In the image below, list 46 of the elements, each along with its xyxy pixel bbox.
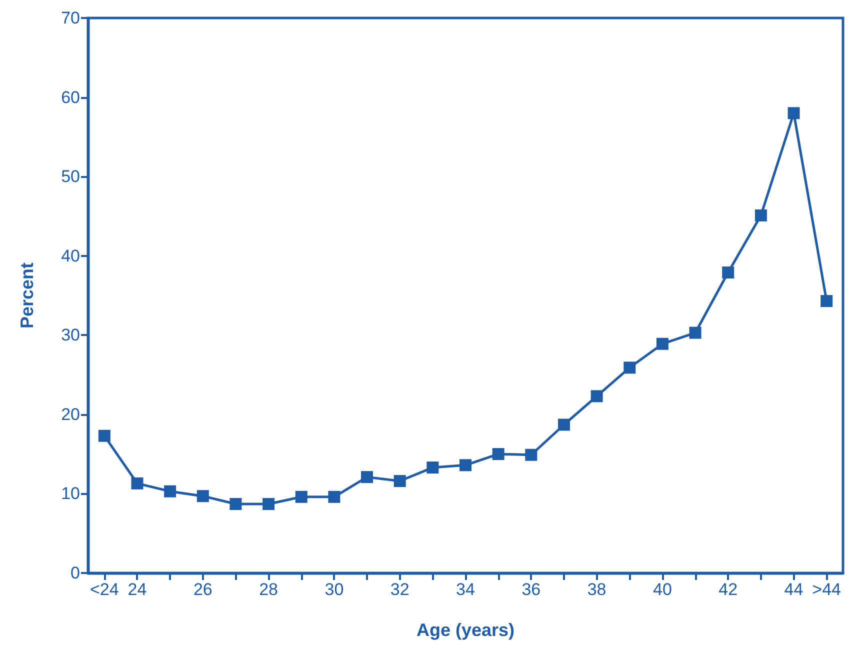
y-tick-label: 60 — [61, 88, 80, 107]
point — [656, 338, 668, 350]
point — [460, 459, 472, 472]
point — [295, 490, 308, 503]
point — [820, 295, 833, 308]
point — [230, 498, 242, 510]
y-tick-label: 70 — [61, 8, 80, 28]
y-tick-label: 0 — [70, 564, 80, 582]
x-tick-label: 30 — [324, 580, 344, 599]
x-tick-label: 26 — [193, 580, 212, 599]
point — [689, 326, 702, 339]
point — [131, 477, 144, 490]
x-tick-label: 36 — [522, 580, 541, 599]
point — [98, 430, 110, 442]
x-tick-label: 42 — [718, 580, 738, 599]
y-tick-label: 10 — [61, 484, 80, 504]
point — [196, 490, 209, 502]
point — [558, 418, 570, 431]
x-tick-label: 40 — [652, 580, 672, 599]
point — [361, 471, 374, 484]
point — [788, 107, 800, 120]
x-tick-label: 34 — [456, 580, 475, 599]
point — [525, 448, 538, 461]
y-tick-label: 20 — [61, 404, 80, 424]
x-tick-label: <24 — [90, 580, 119, 599]
point — [590, 390, 603, 402]
x-tick-label: 44 — [784, 580, 804, 599]
y-tick-label: 50 — [61, 167, 80, 186]
x-tick-label: 28 — [259, 580, 278, 599]
y-tick-label: 30 — [61, 326, 80, 345]
x-tick-label: 38 — [587, 580, 606, 599]
y-tick-label: 40 — [61, 246, 80, 266]
x-tick-label: 24 — [128, 580, 147, 599]
x-tick-label: 32 — [390, 580, 410, 599]
point — [754, 209, 767, 222]
point — [492, 448, 504, 460]
point — [328, 490, 340, 503]
x-axis-title: Age (years) — [416, 620, 515, 640]
point — [624, 362, 636, 374]
point — [262, 498, 275, 510]
point — [164, 485, 176, 498]
point — [426, 462, 439, 474]
x-tick-label: >44 — [812, 580, 842, 599]
y-axis-title: Percent — [17, 262, 37, 329]
point — [394, 475, 406, 488]
point — [722, 266, 734, 279]
